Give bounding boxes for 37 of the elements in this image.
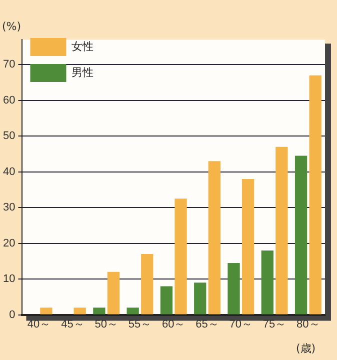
- y-axis-title: (%): [2, 20, 22, 33]
- y-tick-label: 50: [2, 130, 16, 142]
- y-tick-label: 30: [2, 202, 16, 214]
- x-tick-label: 55～: [128, 318, 152, 330]
- bar: [208, 161, 220, 314]
- bar: [261, 250, 274, 314]
- y-tick-label: 0: [9, 308, 16, 321]
- bar: [228, 262, 240, 314]
- y-tick-label: 70: [2, 58, 16, 71]
- legend-label: 男性: [72, 67, 94, 80]
- bar: [74, 308, 86, 314]
- bar: [160, 286, 173, 314]
- bar: [126, 308, 139, 314]
- x-tick-label: 75～: [262, 318, 286, 330]
- bar: [242, 178, 254, 314]
- x-tick-label: 80～: [296, 318, 320, 330]
- y-tick-label: 60: [2, 94, 16, 106]
- x-tick-label: 40～: [27, 318, 51, 330]
- bar: [107, 272, 120, 314]
- y-tick-label: 10: [2, 273, 16, 286]
- bar: [294, 156, 308, 314]
- bar: [194, 282, 206, 314]
- bar: [276, 146, 288, 314]
- x-axis-title: (歳): [296, 341, 316, 356]
- y-tick-label: 20: [2, 237, 16, 250]
- bar: [141, 254, 154, 314]
- x-tick-label: 45～: [61, 318, 84, 330]
- bar: [309, 75, 322, 314]
- x-tick-label: 70～: [229, 318, 253, 330]
- x-tick-label: 50～: [94, 318, 118, 330]
- bar: [174, 198, 187, 314]
- bar: [93, 308, 106, 314]
- bar: [40, 308, 52, 314]
- y-tick-label: 40: [2, 166, 16, 178]
- legend-label: 女性: [72, 41, 94, 54]
- x-tick-label: 60～: [162, 318, 186, 330]
- x-tick-label: 65～: [196, 318, 219, 330]
